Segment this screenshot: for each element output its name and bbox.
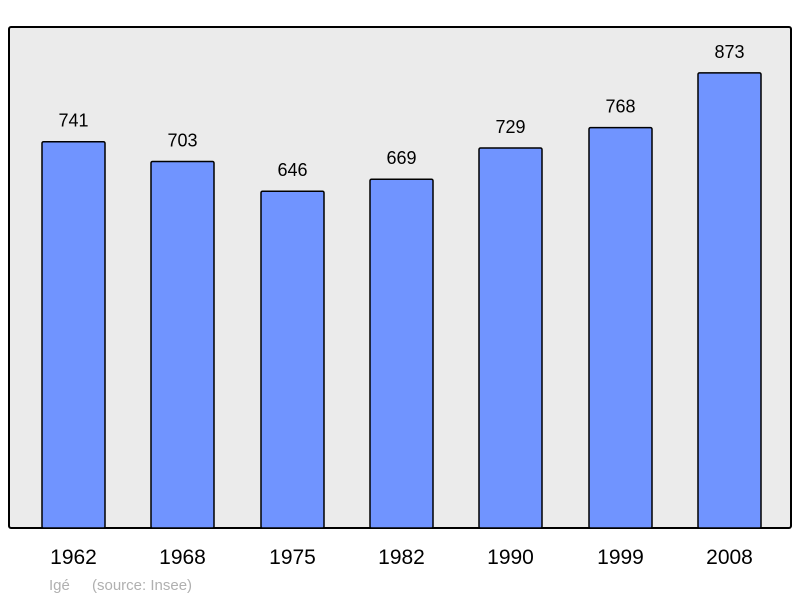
data-label-1975: 646	[277, 160, 307, 180]
data-label-2008: 873	[714, 42, 744, 62]
bar-1975	[260, 190, 325, 529]
bar-1999	[588, 126, 653, 529]
data-label-1968: 703	[167, 131, 197, 151]
data-label-1962: 741	[58, 111, 88, 131]
x-tick-label-1999: 1999	[597, 546, 644, 569]
x-tick-label-2008: 2008	[706, 546, 753, 569]
data-label-1999: 768	[605, 97, 635, 117]
bar-2008	[697, 72, 762, 529]
footer-author: Igé	[49, 577, 70, 594]
x-tick-label-1968: 1968	[159, 546, 206, 569]
bar-1990	[478, 147, 543, 529]
x-tick-label-1975: 1975	[269, 546, 316, 569]
bar-1962	[41, 140, 106, 529]
data-label-1990: 729	[495, 117, 525, 137]
data-label-1982: 669	[386, 148, 416, 168]
footer-source: (source: Insee)	[92, 577, 192, 594]
x-tick-label-1962: 1962	[50, 546, 97, 569]
bar-1968	[150, 160, 215, 529]
bar-1982	[369, 178, 434, 529]
x-tick-label-1990: 1990	[487, 546, 534, 569]
x-tick-label-1982: 1982	[378, 546, 425, 569]
